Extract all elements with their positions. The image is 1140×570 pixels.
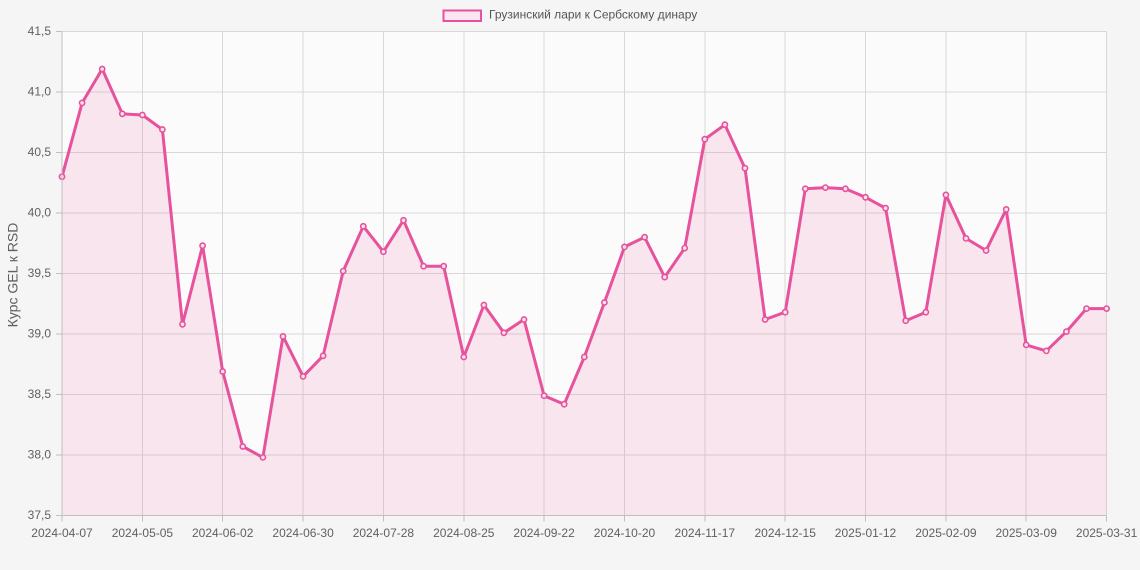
svg-text:40,5: 40,5 [28,145,52,159]
svg-text:39,5: 39,5 [28,266,52,280]
svg-text:2025-02-09: 2025-02-09 [915,526,977,540]
svg-text:39,0: 39,0 [28,327,52,341]
svg-text:41,0: 41,0 [28,85,52,99]
svg-text:2024-11-17: 2024-11-17 [675,526,736,540]
svg-text:2025-03-09: 2025-03-09 [996,526,1058,540]
svg-text:2025-03-31: 2025-03-31 [1076,526,1138,540]
svg-text:2024-06-30: 2024-06-30 [272,526,334,540]
svg-text:37,5: 37,5 [28,508,52,522]
svg-text:2024-05-05: 2024-05-05 [112,526,174,540]
svg-text:2024-12-15: 2024-12-15 [755,526,817,540]
svg-text:2024-10-20: 2024-10-20 [594,526,656,540]
svg-text:40,0: 40,0 [28,206,52,220]
svg-text:2024-06-02: 2024-06-02 [192,526,254,540]
svg-text:38,5: 38,5 [28,387,52,401]
svg-text:Курс GEL к RSD: Курс GEL к RSD [5,223,21,328]
svg-text:2024-08-25: 2024-08-25 [433,526,495,540]
svg-text:2024-07-28: 2024-07-28 [353,526,415,540]
svg-text:2024-04-07: 2024-04-07 [31,526,93,540]
svg-text:2025-01-12: 2025-01-12 [835,526,897,540]
svg-text:41,5: 41,5 [28,24,52,38]
svg-text:Грузинский лари к Сербскому ди: Грузинский лари к Сербскому динару [489,8,697,22]
svg-text:38,0: 38,0 [28,448,52,462]
svg-text:2024-09-22: 2024-09-22 [513,526,575,540]
